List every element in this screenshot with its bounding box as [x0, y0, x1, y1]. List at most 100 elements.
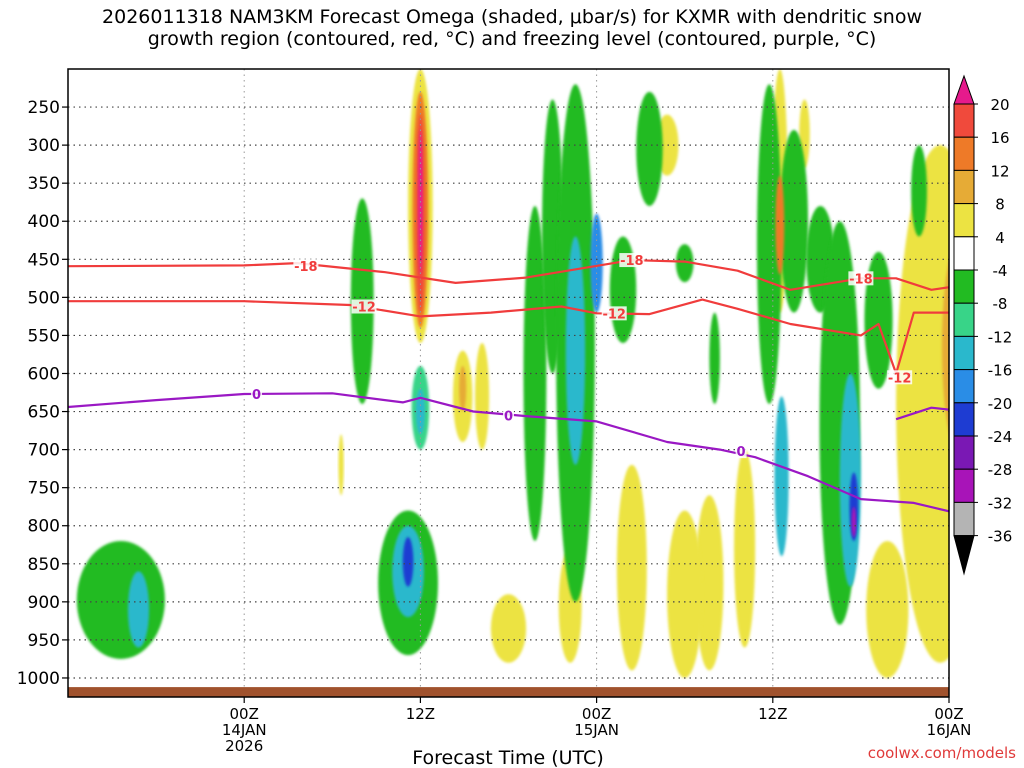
x-tick-label-0-2: 2026 — [225, 737, 263, 755]
omega-region-8 — [490, 594, 527, 663]
contour-line-1 — [68, 298, 949, 375]
ground — [68, 687, 949, 697]
x-axis-label: Forecast Time (UTC) — [412, 747, 603, 768]
colorbar-label-9: -20 — [988, 395, 1013, 413]
omega-region-17 — [523, 206, 547, 541]
y-tick-label-2: 350 — [28, 174, 60, 194]
omega-region-28 — [864, 251, 893, 389]
omega-region-40 — [775, 175, 785, 275]
colorbar-label-3: 8 — [995, 196, 1005, 214]
x-tick-label-3-0: 12Z — [758, 705, 787, 723]
colorbar-label-2: 12 — [990, 162, 1009, 180]
colorbar-bin-8 — [953, 335, 975, 371]
contours — [68, 259, 949, 513]
plot-area: -18 -18 -18 -12 -12 -12 0 0 0 — [67, 68, 990, 698]
omega-region-47 — [849, 472, 859, 541]
colorbar-label-0: 20 — [990, 96, 1009, 114]
omega-region-42 — [127, 571, 150, 648]
x-tick-label-2-1: 15JAN — [574, 721, 619, 739]
omega-region-20 — [609, 236, 637, 344]
colorbar-bin-3 — [953, 169, 975, 205]
colorbar-bin-7 — [953, 302, 975, 337]
contour-label-bg-1 — [619, 253, 645, 268]
x-tick-label-0-1: 14JAN — [222, 721, 267, 739]
omega-region-23 — [709, 312, 720, 404]
contour-label-bg-0 — [293, 259, 319, 274]
colorbar-bottom-arrow — [953, 535, 975, 576]
omega-region-46 — [402, 537, 414, 587]
colorbar-bin-5 — [953, 236, 975, 271]
omega-region-21 — [636, 91, 663, 207]
y-tick-label-11: 800 — [28, 517, 60, 537]
omega-region-31 — [667, 510, 703, 678]
colorbar-label-13: -36 — [988, 528, 1013, 546]
y-tick-label-3: 400 — [28, 212, 60, 232]
x-tick-label-2-0: 00Z — [582, 705, 611, 723]
omega-region-34 — [459, 365, 467, 412]
omega-region-29 — [911, 145, 927, 237]
y-axis: 250 300 350 400 450 500 550 600 650 700 750 800 850 9… — [17, 98, 68, 689]
contour-label-bg-2 — [848, 271, 874, 286]
y-tick-label-1: 300 — [28, 136, 60, 156]
colorbar-bin-11 — [953, 435, 975, 470]
contour-label-5: -12 — [888, 371, 912, 386]
contour-label-0: -18 — [294, 260, 318, 275]
y-tick-label-0: 250 — [28, 98, 60, 118]
contour-label-bg-3 — [351, 299, 377, 314]
omega-region-15 — [76, 540, 165, 659]
colorbar-bin-1 — [953, 103, 975, 138]
y-tick-label-13: 900 — [28, 593, 60, 613]
contour-label-bg-6 — [251, 387, 263, 402]
omega-region-22 — [675, 244, 694, 283]
colorbar-label-11: -28 — [988, 461, 1013, 479]
omega-region-48 — [851, 506, 857, 538]
colorbar-label-6: -8 — [993, 295, 1008, 313]
omega-region-4 — [896, 145, 949, 663]
contour-label-6: 0 — [252, 388, 261, 403]
contour-label-bg-5 — [887, 370, 913, 385]
contour-label-bg-7 — [503, 408, 514, 423]
colorbar: 20 16 12 8 4 -4 -8 -12 -16 -20 -24 -28 -32 -36 — [953, 74, 1013, 576]
contour-label-bg-8 — [735, 444, 747, 459]
omega-region-10 — [866, 540, 909, 678]
ground-surface — [68, 687, 949, 697]
y-tick-label-12: 850 — [28, 555, 60, 575]
contour-label-2: -18 — [849, 272, 873, 287]
omega-region-24 — [756, 84, 782, 404]
y-tick-label-5: 500 — [28, 288, 60, 308]
chart-title-line-2: growth region (contoured, red, °C) and f… — [147, 28, 877, 50]
x-tick-label-1-0: 12Z — [406, 705, 435, 723]
x-tick-label-4-1: 16JAN — [927, 721, 972, 739]
contour-label-8: 0 — [737, 445, 746, 460]
omega-region-37 — [565, 236, 586, 465]
colorbar-bin-6 — [953, 269, 975, 304]
y-tick-label-15: 1000 — [17, 669, 60, 689]
grid — [68, 69, 950, 697]
colorbar-label-7: -12 — [988, 328, 1013, 346]
x-tick-label-0-0: 00Z — [230, 705, 259, 723]
colorbar-label-8: -16 — [988, 362, 1013, 380]
contour-label-bg-4 — [601, 306, 627, 321]
contour-label-7: 0 — [504, 409, 513, 424]
omega-region-5 — [695, 495, 724, 671]
omega-region-33 — [941, 261, 949, 433]
contour-line-2 — [68, 392, 949, 513]
contour-label-1: -18 — [620, 254, 644, 269]
omega-region-30 — [734, 449, 756, 648]
colorbar-bin-13 — [953, 501, 975, 537]
colorbar-label-12: -32 — [988, 494, 1013, 512]
omega-region-1 — [475, 343, 490, 450]
colorbar-label-10: -24 — [988, 428, 1013, 446]
colorbar-label-1: 16 — [990, 129, 1009, 147]
x-tick-label-4-0: 00Z — [934, 705, 963, 723]
omega-region-25 — [779, 129, 809, 313]
contour-line-3 — [895, 406, 949, 421]
y-tick-label-9: 700 — [28, 441, 60, 461]
omega-region-6 — [616, 464, 647, 671]
y-tick-label-4: 450 — [28, 250, 60, 270]
site-credit: coolwx.com/models — [867, 744, 1016, 762]
omega-region-11 — [979, 69, 990, 107]
contour-line-0 — [68, 259, 949, 291]
y-tick-label-10: 750 — [28, 479, 60, 499]
contour-label-3: -12 — [352, 300, 376, 315]
